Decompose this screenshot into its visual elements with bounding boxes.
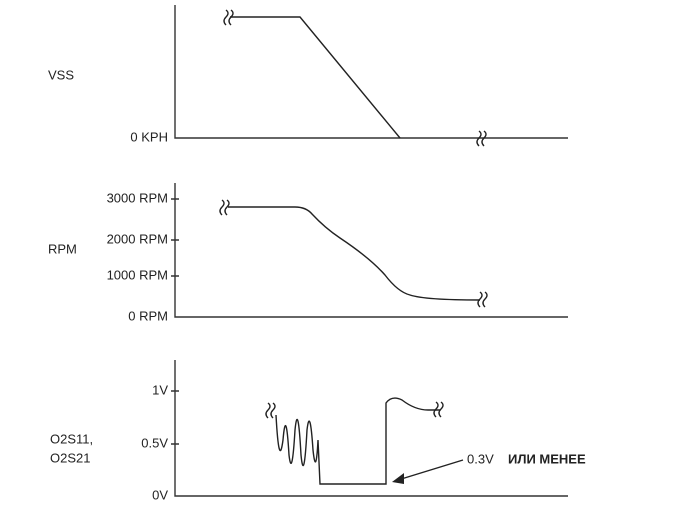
break-mark (477, 291, 488, 308)
arrow-head (392, 473, 404, 484)
tick-label: 0V (152, 487, 168, 502)
annotation-note: ИЛИ МЕНЕЕ (508, 451, 586, 466)
signal-label: O2S21 (50, 450, 90, 465)
arrow (397, 459, 464, 481)
tick-label: 0.5V (141, 435, 168, 450)
signal-label: VSS (48, 67, 74, 82)
break-mark (219, 199, 230, 216)
tick-label: 1V (152, 382, 168, 397)
tick-label: 0 KPH (130, 129, 168, 144)
tick-label: 2000 RPM (107, 231, 168, 246)
axis (171, 360, 568, 497)
vss-panel: VSS 0 KPH (48, 5, 568, 147)
axis (171, 183, 568, 318)
signal-label: RPM (48, 241, 77, 256)
tick-label: 1000 RPM (107, 267, 168, 282)
axis (174, 5, 568, 139)
break-mark (476, 130, 487, 147)
rpm-curve (228, 206, 481, 301)
break-mark (223, 9, 234, 26)
annotation-value: 0.3V (467, 451, 494, 466)
rpm-panel: RPM 3000 RPM 2000 RPM 1000 RPM 0 RPM (48, 183, 568, 323)
o2s-panel: O2S11, O2S21 1V 0.5V 0V 0.3V ИЛИ МЕНЕЕ (50, 360, 586, 502)
break-mark (433, 401, 444, 418)
signal-label: O2S11, (50, 431, 93, 446)
tick-label: 3000 RPM (107, 190, 168, 205)
tick-label: 0 RPM (128, 308, 168, 323)
break-mark (265, 402, 276, 419)
vss-curve (230, 16, 401, 139)
o2s-curve (275, 397, 440, 485)
